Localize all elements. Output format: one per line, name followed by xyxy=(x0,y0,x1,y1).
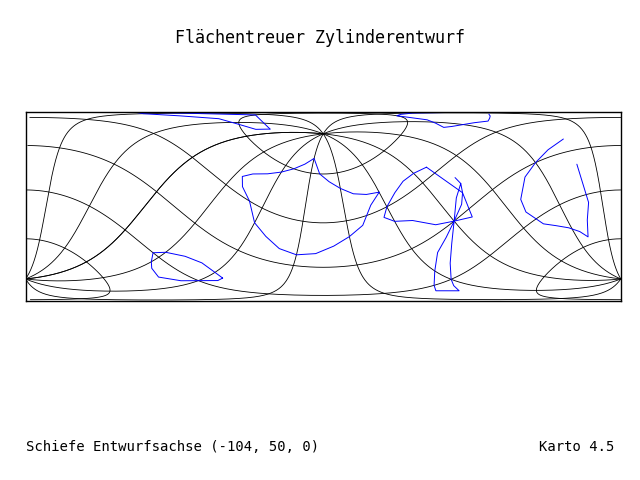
Text: Flächentreuer Zylinderentwurf: Flächentreuer Zylinderentwurf xyxy=(175,29,465,47)
Text: Karto 4.5: Karto 4.5 xyxy=(539,440,614,454)
Text: Schiefe Entwurfsachse (-104, 50, 0): Schiefe Entwurfsachse (-104, 50, 0) xyxy=(26,440,319,454)
